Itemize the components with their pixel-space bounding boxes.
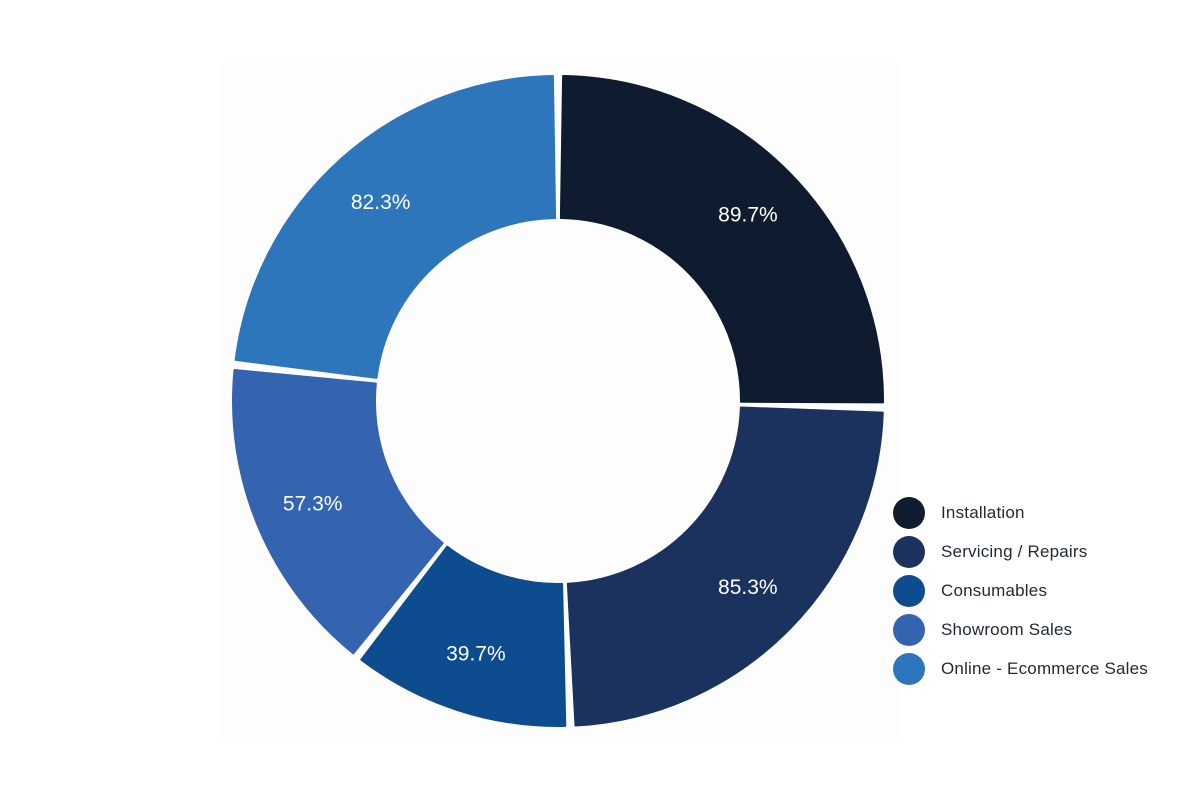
legend-swatch (893, 496, 925, 529)
legend-item-servicing-repairs[interactable]: Servicing / Repairs (893, 532, 1193, 571)
slice-consumables[interactable] (360, 545, 567, 727)
legend-label: Consumables (941, 580, 1048, 600)
slice-label-online-ecommerce-sales: 82.3% (351, 191, 411, 214)
slice-label-showroom-sales: 57.3% (283, 492, 343, 515)
legend-item-consumables[interactable]: Consumables (893, 571, 1193, 610)
legend-swatch (893, 652, 925, 685)
slice-installation[interactable] (559, 75, 884, 404)
slice-servicing-repairs[interactable] (566, 406, 884, 727)
legend-label: Online - Ecommerce Sales (941, 658, 1148, 678)
legend-label: Installation (941, 502, 1025, 522)
legend-swatch (893, 613, 925, 646)
legend-label: Showroom Sales (941, 619, 1073, 639)
legend-item-installation[interactable]: Installation (893, 493, 1193, 532)
legend-swatch (893, 574, 925, 607)
donut-slices (232, 75, 884, 727)
legend-swatch (893, 535, 925, 568)
slice-label-consumables: 39.7% (446, 643, 506, 666)
legend-item-online-ecommerce-sales[interactable]: Online - Ecommerce Sales (893, 649, 1193, 688)
legend-item-showroom-sales[interactable]: Showroom Sales (893, 610, 1193, 649)
donut-slice-labels: 89.7% 85.3% 39.7% 57.3% 82.3% (283, 191, 778, 665)
legend-label: Servicing / Repairs (941, 541, 1088, 561)
slice-label-installation: 89.7% (718, 203, 778, 226)
slice-showroom-sales[interactable] (232, 368, 444, 655)
slice-online-ecommerce-sales[interactable] (234, 75, 557, 379)
chart-legend: Installation Servicing / Repairs Consuma… (893, 493, 1193, 688)
slice-label-servicing-repairs: 85.3% (718, 576, 778, 599)
